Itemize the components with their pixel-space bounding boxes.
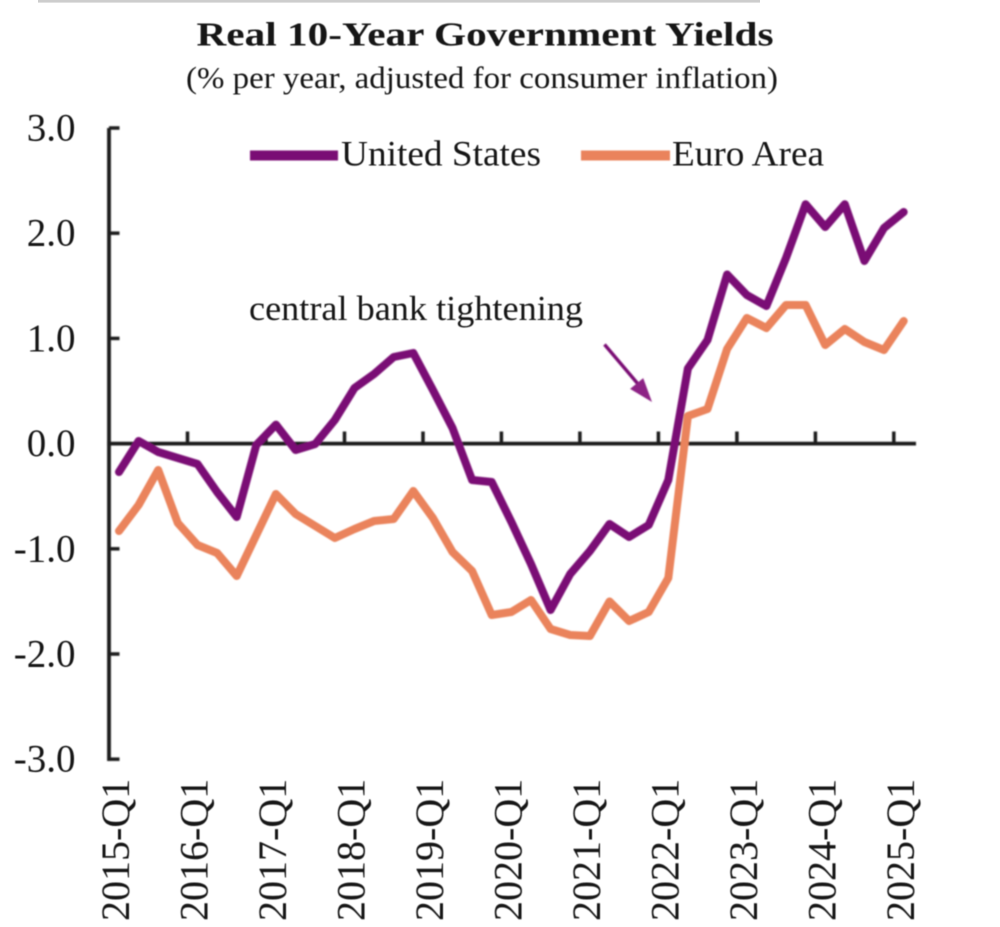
svg-text:2024-Q1: 2024-Q1	[800, 779, 845, 921]
svg-text:2015-Q1: 2015-Q1	[93, 779, 138, 921]
svg-text:(% per year, adjusted for cons: (% per year, adjusted for consumer infla…	[186, 60, 778, 95]
svg-text:2020-Q1: 2020-Q1	[486, 779, 531, 921]
svg-text:2019-Q1: 2019-Q1	[407, 779, 452, 921]
svg-text:-1.0: -1.0	[14, 527, 76, 570]
svg-text:United States: United States	[341, 134, 541, 174]
svg-text:1.0: 1.0	[27, 317, 76, 360]
svg-text:2.0: 2.0	[27, 212, 76, 255]
svg-text:3.0: 3.0	[27, 107, 76, 150]
svg-text:0.0: 0.0	[27, 422, 76, 465]
svg-text:2017-Q1: 2017-Q1	[250, 779, 295, 921]
svg-text:2016-Q1: 2016-Q1	[172, 779, 217, 921]
svg-text:Real 10-Year Government Yields: Real 10-Year Government Yields	[197, 17, 774, 54]
svg-text:central bank tightening: central bank tightening	[249, 289, 583, 328]
svg-text:2018-Q1: 2018-Q1	[329, 779, 374, 921]
svg-text:2021-Q1: 2021-Q1	[564, 779, 609, 921]
svg-text:Euro Area: Euro Area	[672, 134, 824, 174]
svg-text:-2.0: -2.0	[14, 633, 76, 676]
svg-text:2023-Q1: 2023-Q1	[721, 779, 766, 921]
svg-text:-3.0: -3.0	[14, 738, 76, 781]
svg-text:2025-Q1: 2025-Q1	[878, 779, 923, 921]
svg-text:2022-Q1: 2022-Q1	[643, 779, 688, 921]
